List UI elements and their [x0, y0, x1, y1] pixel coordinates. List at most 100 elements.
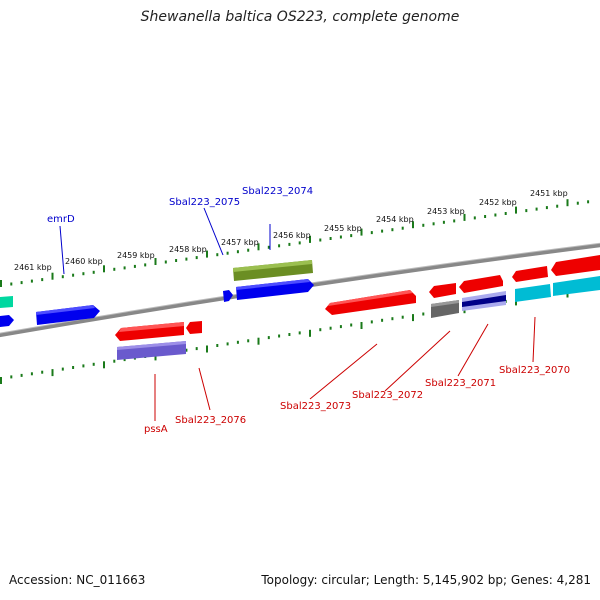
- minor-tick: [30, 279, 33, 283]
- gene-cyan-1[interactable]: [515, 284, 551, 302]
- minor-tick: [442, 220, 445, 224]
- gene-label: Sbal223_2075: [169, 197, 240, 208]
- major-tick: [257, 337, 260, 345]
- gene-label: Sbal223_2074: [242, 186, 313, 197]
- accession-text: Accession: NC_011663: [9, 573, 146, 587]
- minor-tick: [350, 234, 353, 238]
- gene-emrd[interactable]: [36, 305, 100, 325]
- gene-blue-forward[interactable]: [236, 279, 314, 300]
- minor-tick: [339, 235, 342, 239]
- minor-tick: [473, 216, 476, 220]
- minor-tick: [267, 336, 270, 340]
- minor-tick: [226, 342, 229, 346]
- upper-scale: [0, 199, 590, 287]
- minor-tick: [288, 333, 291, 336]
- minor-tick: [587, 200, 590, 204]
- major-tick: [103, 265, 105, 273]
- minor-tick: [144, 263, 147, 267]
- minor-tick: [82, 272, 85, 276]
- minor-tick: [72, 273, 75, 277]
- major-tick: [309, 235, 311, 243]
- minor-tick: [267, 245, 270, 249]
- minor-tick: [556, 204, 559, 208]
- gene-sbal223-2071[interactable]: [459, 275, 503, 293]
- gene-sbal223-2070-red[interactable]: [512, 266, 548, 282]
- minor-tick: [195, 347, 198, 351]
- gene-sbal223-2076-b[interactable]: [186, 321, 202, 334]
- minor-tick: [319, 238, 322, 242]
- gene-sbal223-2072[interactable]: [429, 283, 456, 298]
- minor-tick: [61, 275, 64, 279]
- major-tick: [566, 199, 569, 207]
- gene-teal-left-edge[interactable]: [0, 296, 13, 308]
- tick-label: 2451 kbp: [530, 189, 568, 198]
- tick-labels: 2451 kbp 2452 kbp 2453 kbp 2454 kbp 2455…: [14, 189, 568, 272]
- minor-tick: [216, 344, 219, 347]
- major-tick: [154, 353, 157, 361]
- major-tick: [0, 377, 2, 384]
- major-tick: [0, 280, 2, 287]
- major-tick: [360, 228, 363, 236]
- minor-tick: [391, 317, 394, 321]
- tick-label: 2454 kbp: [376, 215, 414, 224]
- minor-tick: [133, 264, 136, 268]
- minor-tick: [401, 226, 404, 230]
- minor-tick: [391, 228, 394, 232]
- minor-tick: [175, 259, 178, 262]
- genome-summary: Topology: circular; Length: 5,145,902 bp…: [261, 573, 591, 587]
- tick-label: 2459 kbp: [117, 251, 155, 260]
- minor-tick: [10, 375, 13, 379]
- minor-tick: [123, 266, 126, 270]
- minor-tick: [381, 318, 384, 322]
- gene-label: Sbal223_2071: [425, 378, 496, 389]
- minor-tick: [329, 326, 332, 330]
- minor-tick: [288, 242, 291, 246]
- major-tick: [206, 345, 208, 353]
- major-tick: [51, 369, 54, 377]
- major-tick: [412, 314, 414, 322]
- minor-tick: [545, 206, 548, 210]
- major-tick: [515, 206, 517, 214]
- tick-label: 2452 kbp: [479, 198, 517, 207]
- minor-tick: [20, 373, 23, 377]
- minor-tick: [247, 248, 250, 252]
- gene-sbal223-2075[interactable]: [223, 290, 233, 302]
- minor-tick: [432, 222, 435, 226]
- minor-tick: [72, 366, 75, 369]
- gene-sbal223-2073[interactable]: [325, 290, 416, 315]
- gene-label: Sbal223_2072: [352, 390, 423, 401]
- minor-tick: [504, 212, 507, 215]
- minor-tick: [319, 328, 322, 332]
- minor-tick: [339, 325, 342, 329]
- major-tick: [309, 329, 311, 337]
- major-tick: [412, 221, 414, 229]
- major-tick: [360, 322, 363, 329]
- tick-label: 2453 kbp: [427, 207, 465, 216]
- minor-tick: [278, 244, 281, 248]
- major-tick: [515, 298, 517, 306]
- minor-tick: [329, 237, 332, 240]
- minor-tick: [494, 213, 497, 217]
- minor-tick: [41, 278, 44, 282]
- minor-tick: [185, 257, 188, 261]
- minor-tick: [370, 231, 373, 235]
- gene-red-right[interactable]: [551, 255, 600, 276]
- minor-tick: [525, 209, 528, 213]
- minor-tick: [113, 267, 116, 271]
- minor-tick: [576, 201, 579, 205]
- minor-tick: [278, 334, 281, 338]
- gene-cyan-2[interactable]: [553, 276, 600, 296]
- major-tick: [103, 361, 105, 369]
- minor-tick: [216, 253, 219, 257]
- minor-tick: [381, 229, 384, 233]
- tick-label: 2455 kbp: [324, 224, 362, 233]
- tick-label: 2457 kbp: [221, 238, 259, 247]
- minor-tick: [236, 250, 239, 254]
- minor-tick: [185, 348, 188, 352]
- gene-label: Sbal223_2076: [175, 415, 246, 426]
- minor-tick: [195, 256, 198, 260]
- gene-blue-left-edge[interactable]: [0, 315, 14, 327]
- minor-tick: [422, 223, 425, 227]
- gene-label: pssA: [144, 424, 168, 435]
